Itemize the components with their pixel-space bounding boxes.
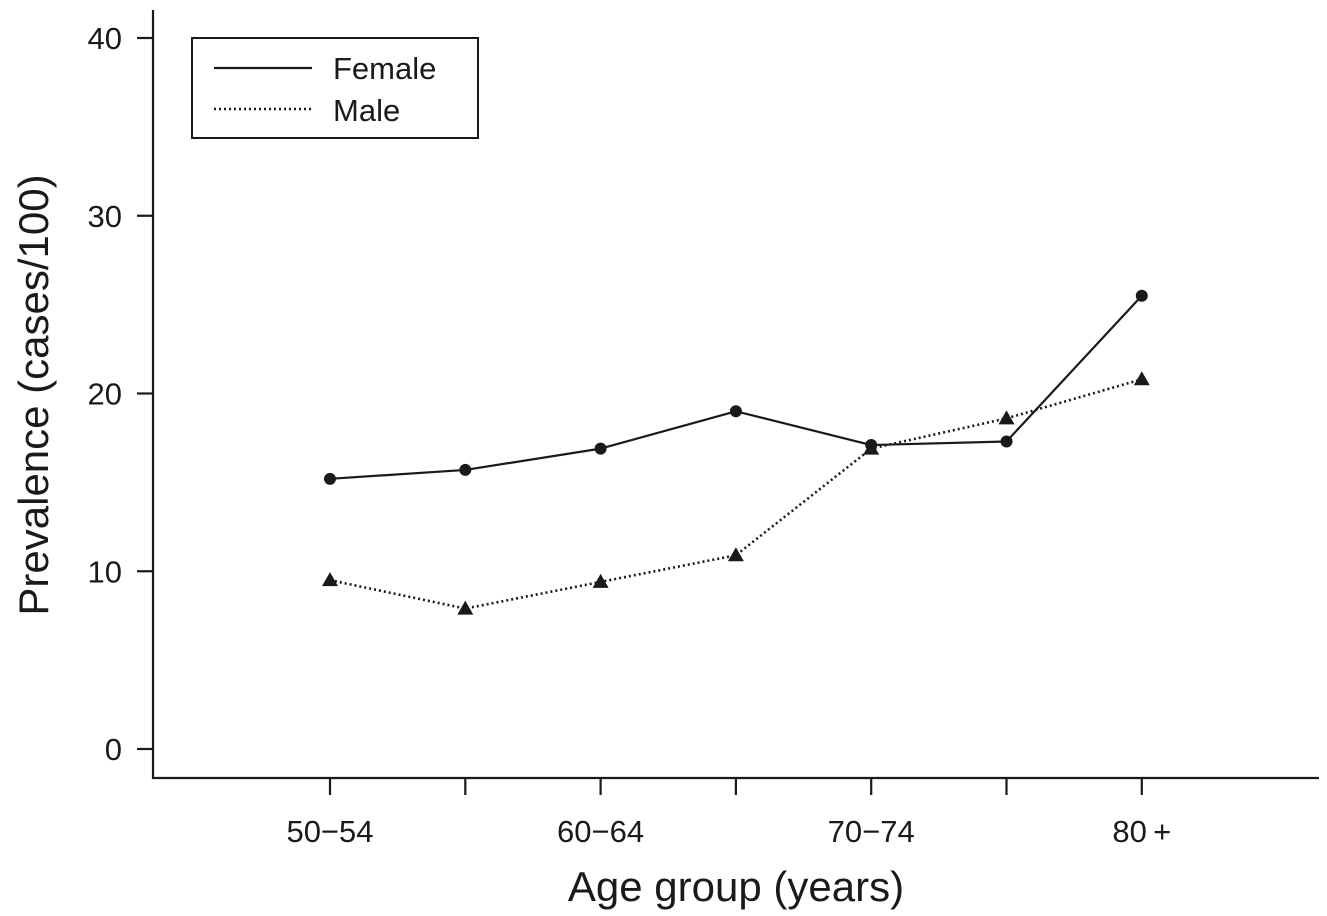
data-point-female: [1000, 435, 1013, 448]
data-point-male: [727, 547, 744, 562]
x-tick-label: 70−74: [828, 814, 915, 849]
x-tick-label: 60−64: [557, 814, 644, 849]
data-point-male: [592, 573, 609, 588]
y-axis-ticks: 0 10 20 30 40: [88, 21, 153, 767]
series-line-female: [329, 294, 1143, 480]
data-point-female: [459, 463, 472, 476]
data-point-female: [594, 442, 607, 455]
legend-male-label: Male: [333, 93, 400, 128]
legend: Female Male: [191, 37, 479, 139]
y-tick-label: 10: [88, 554, 122, 589]
data-point-male: [457, 600, 474, 615]
data-point-female: [1135, 289, 1148, 302]
data-point-female: [729, 405, 742, 418]
x-tick-label: 80 +: [1112, 814, 1171, 849]
y-tick-label: 40: [88, 21, 122, 56]
axis-frame: [151, 10, 1319, 780]
y-tick-label: 0: [105, 732, 122, 767]
legend-box: [191, 37, 479, 139]
data-point-male: [1133, 371, 1150, 386]
x-axis-title: Age group (years): [568, 863, 904, 910]
y-tick-label: 30: [88, 199, 122, 234]
data-point-male: [322, 572, 338, 587]
y-axis-title: Prevalence (cases/100): [10, 174, 57, 615]
series-layer: [322, 289, 1150, 615]
x-tick-label: 50−54: [286, 814, 373, 849]
y-tick-label: 20: [88, 377, 122, 412]
data-point-male: [998, 410, 1015, 425]
axes: [151, 10, 1319, 780]
data-point-female: [324, 472, 336, 485]
x-axis-ticks: 50−54 60−64 70−74 80 +: [286, 778, 1171, 849]
series-female: [324, 289, 1148, 485]
data-point-male: [863, 440, 880, 455]
legend-female-label: Female: [333, 51, 436, 86]
series-male: [322, 371, 1150, 615]
